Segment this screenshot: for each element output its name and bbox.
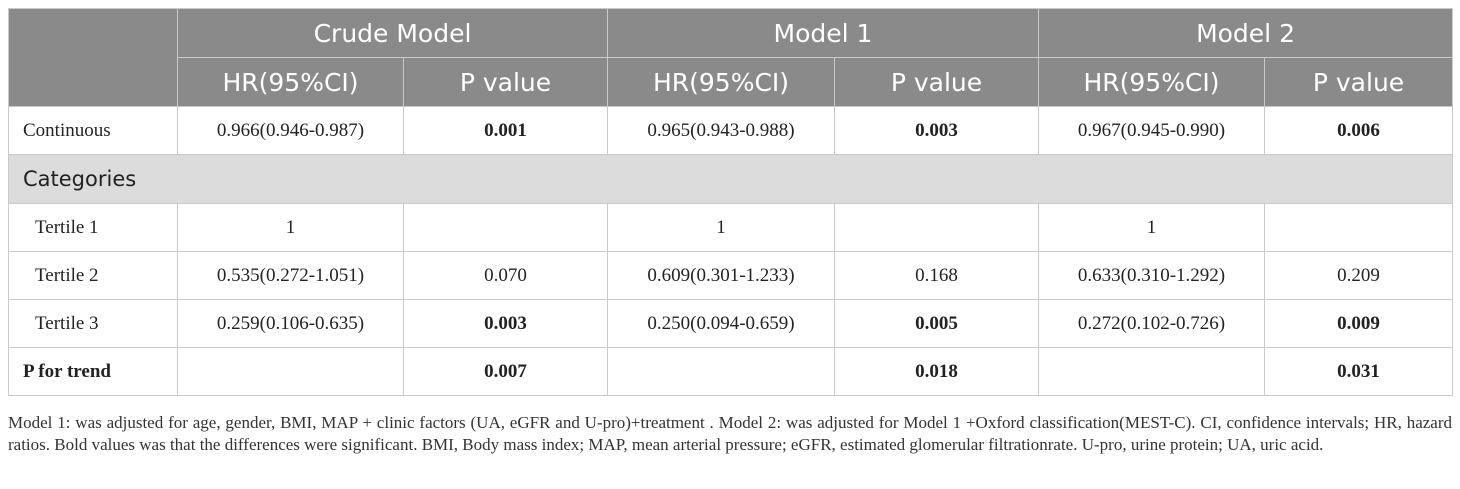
hr-ci-cell: 0.609(0.301-1.233) bbox=[607, 251, 835, 300]
p-value-cell bbox=[1264, 203, 1454, 252]
p-value-cell: 0.009 bbox=[1264, 299, 1454, 348]
category-row: Categories bbox=[7, 154, 1454, 204]
hr-ci-cell: 0.535(0.272-1.051) bbox=[177, 251, 404, 300]
category-label: Categories bbox=[7, 154, 1454, 204]
header-model-2: Model 2 bbox=[1038, 8, 1454, 58]
hr-ci-cell: 0.966(0.946-0.987) bbox=[177, 106, 404, 155]
row-label: P for trend bbox=[8, 347, 178, 396]
p-value-cell: 0.005 bbox=[833, 299, 1040, 348]
header-model-1: Model 1 bbox=[606, 8, 1040, 58]
table-body: Continuous 0.966(0.946-0.987) 0.001 0.965(0… bbox=[7, 106, 1454, 396]
p-value-cell: 0.209 bbox=[1264, 251, 1454, 300]
table-row: Tertile 2 0.535(0.272-1.051) 0.070 0.609(0.… bbox=[8, 251, 1454, 300]
p-value-cell: 0.018 bbox=[833, 347, 1040, 396]
hr-ci-cell: 0.272(0.102-0.726) bbox=[1038, 299, 1266, 348]
subheader-p: P value bbox=[403, 57, 608, 107]
p-value-cell: 0.007 bbox=[403, 347, 608, 396]
p-value-cell: 0.006 bbox=[1264, 106, 1454, 155]
p-value-cell bbox=[833, 203, 1040, 252]
p-value-cell bbox=[403, 203, 608, 252]
hr-ci-cell: 0.633(0.310-1.292) bbox=[1038, 251, 1266, 300]
results-table: Crude Model Model 1 Model 2 HR(95%CI) P … bbox=[7, 8, 1454, 396]
table-footnote: Model 1: was adjusted for age, gender, B… bbox=[8, 413, 1452, 454]
subheader-hr: HR(95%CI) bbox=[607, 57, 835, 107]
hr-ci-cell: 1 bbox=[177, 203, 404, 252]
subheader-hr: HR(95%CI) bbox=[1038, 57, 1266, 107]
row-label: Continuous bbox=[8, 106, 178, 155]
table-row: Tertile 3 0.259(0.106-0.635) 0.003 0.250(0.… bbox=[8, 299, 1454, 348]
p-value-cell: 0.001 bbox=[403, 106, 608, 155]
subheader-p: P value bbox=[833, 57, 1040, 107]
p-value-cell: 0.003 bbox=[403, 299, 608, 348]
subheader-hr: HR(95%CI) bbox=[177, 57, 404, 107]
hr-ci-cell: 1 bbox=[1038, 203, 1266, 252]
row-label: Tertile 3 bbox=[8, 299, 178, 348]
hr-ci-cell bbox=[607, 347, 835, 396]
hr-ci-cell: 0.250(0.094-0.659) bbox=[607, 299, 835, 348]
hr-ci-cell: 0.259(0.106-0.635) bbox=[177, 299, 404, 348]
header-crude-model: Crude Model bbox=[177, 8, 608, 58]
hr-ci-cell bbox=[1038, 347, 1266, 396]
subheader-p: P value bbox=[1264, 57, 1454, 107]
hr-ci-cell: 0.965(0.943-0.988) bbox=[607, 106, 835, 155]
table-row: P for trend 0.007 0.018 0.031 bbox=[8, 347, 1454, 396]
table-header: Crude Model Model 1 Model 2 HR(95%CI) P … bbox=[8, 8, 1454, 107]
hr-ci-cell: 1 bbox=[607, 203, 835, 252]
table-row: Continuous 0.966(0.946-0.987) 0.001 0.965(0… bbox=[8, 106, 1454, 155]
p-value-cell: 0.003 bbox=[833, 106, 1040, 155]
row-label: Tertile 2 bbox=[8, 251, 178, 300]
p-value-cell: 0.168 bbox=[833, 251, 1040, 300]
p-value-cell: 0.070 bbox=[403, 251, 608, 300]
hr-ci-cell: 0.967(0.945-0.990) bbox=[1038, 106, 1266, 155]
p-value-cell: 0.031 bbox=[1264, 347, 1454, 396]
row-label: Tertile 1 bbox=[8, 203, 178, 252]
header-corner bbox=[8, 8, 178, 107]
hr-ci-cell bbox=[177, 347, 404, 396]
